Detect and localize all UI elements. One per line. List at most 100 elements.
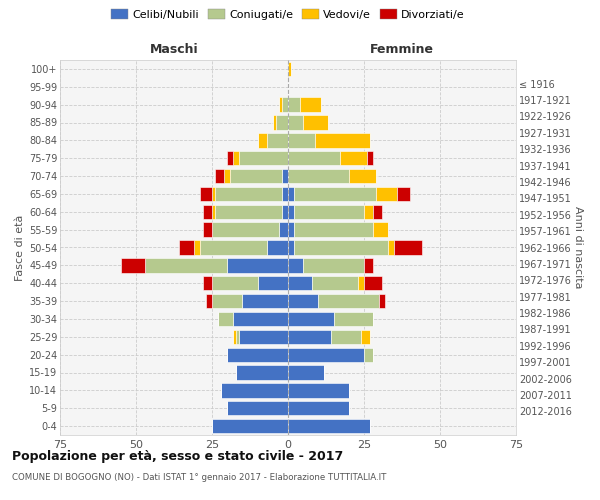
Bar bbox=[288, 222, 294, 237]
Bar bbox=[242, 294, 288, 308]
Bar bbox=[364, 276, 382, 290]
Bar bbox=[288, 348, 364, 362]
Bar bbox=[212, 276, 257, 290]
Bar bbox=[288, 383, 349, 398]
Bar bbox=[303, 116, 328, 130]
Bar bbox=[288, 258, 303, 272]
Text: Popolazione per età, sesso e stato civile - 2017: Popolazione per età, sesso e stato civil… bbox=[12, 450, 343, 463]
Bar bbox=[379, 294, 385, 308]
Bar bbox=[294, 222, 373, 237]
Y-axis label: Fasce di età: Fasce di età bbox=[14, 214, 25, 280]
Bar bbox=[288, 187, 294, 201]
Bar bbox=[288, 276, 313, 290]
Bar bbox=[288, 151, 340, 166]
Bar bbox=[364, 258, 373, 272]
Bar bbox=[367, 151, 373, 166]
Bar bbox=[303, 258, 364, 272]
Bar bbox=[215, 169, 224, 183]
Bar bbox=[276, 116, 288, 130]
Bar bbox=[294, 187, 376, 201]
Bar bbox=[233, 330, 236, 344]
Bar bbox=[236, 366, 288, 380]
Bar bbox=[236, 330, 239, 344]
Bar bbox=[373, 222, 388, 237]
Bar bbox=[373, 204, 382, 219]
Bar bbox=[288, 401, 349, 415]
Bar bbox=[218, 312, 233, 326]
Bar bbox=[358, 276, 364, 290]
Bar bbox=[212, 222, 279, 237]
Bar bbox=[316, 133, 370, 148]
Bar bbox=[364, 204, 373, 219]
Bar bbox=[294, 204, 364, 219]
Bar bbox=[273, 116, 276, 130]
Bar bbox=[203, 204, 212, 219]
Bar bbox=[288, 312, 334, 326]
Bar bbox=[212, 419, 288, 433]
Bar bbox=[294, 240, 388, 254]
Bar bbox=[300, 98, 322, 112]
Y-axis label: Anni di nascita: Anni di nascita bbox=[573, 206, 583, 289]
Bar bbox=[319, 294, 379, 308]
Bar bbox=[288, 240, 294, 254]
Bar bbox=[200, 240, 267, 254]
Bar bbox=[215, 187, 282, 201]
Bar bbox=[206, 294, 212, 308]
Bar bbox=[282, 98, 288, 112]
Text: Femmine: Femmine bbox=[370, 44, 434, 57]
Bar bbox=[257, 133, 267, 148]
Bar bbox=[288, 294, 319, 308]
Bar bbox=[203, 276, 212, 290]
Bar bbox=[288, 116, 303, 130]
Bar bbox=[288, 169, 349, 183]
Bar bbox=[227, 401, 288, 415]
Bar bbox=[282, 169, 288, 183]
Bar bbox=[194, 240, 200, 254]
Bar bbox=[340, 151, 367, 166]
Bar bbox=[397, 187, 410, 201]
Bar bbox=[221, 383, 288, 398]
Bar bbox=[227, 151, 233, 166]
Bar bbox=[288, 366, 325, 380]
Bar bbox=[288, 133, 316, 148]
Bar bbox=[388, 240, 394, 254]
Bar bbox=[121, 258, 145, 272]
Bar bbox=[288, 330, 331, 344]
Bar bbox=[227, 348, 288, 362]
Bar bbox=[376, 187, 397, 201]
Bar bbox=[279, 222, 288, 237]
Bar bbox=[349, 169, 376, 183]
Bar bbox=[239, 151, 288, 166]
Bar bbox=[364, 348, 373, 362]
Bar bbox=[230, 169, 282, 183]
Bar bbox=[239, 330, 288, 344]
Bar bbox=[288, 98, 300, 112]
Bar bbox=[288, 204, 294, 219]
Bar bbox=[331, 330, 361, 344]
Bar bbox=[200, 187, 212, 201]
Bar bbox=[279, 98, 282, 112]
Bar bbox=[288, 62, 291, 76]
Bar bbox=[179, 240, 194, 254]
Bar bbox=[282, 187, 288, 201]
Bar bbox=[203, 222, 212, 237]
Bar bbox=[257, 276, 288, 290]
Bar bbox=[267, 133, 288, 148]
Bar bbox=[233, 151, 239, 166]
Bar bbox=[267, 240, 288, 254]
Bar bbox=[282, 204, 288, 219]
Text: Maschi: Maschi bbox=[149, 44, 199, 57]
Bar bbox=[288, 419, 370, 433]
Bar bbox=[227, 258, 288, 272]
Bar bbox=[361, 330, 370, 344]
Legend: Celibi/Nubili, Coniugati/e, Vedovi/e, Divorziati/e: Celibi/Nubili, Coniugati/e, Vedovi/e, Di… bbox=[107, 5, 469, 24]
Bar bbox=[212, 187, 215, 201]
Bar bbox=[394, 240, 422, 254]
Bar bbox=[233, 312, 288, 326]
Bar bbox=[212, 294, 242, 308]
Bar bbox=[215, 204, 282, 219]
Bar bbox=[145, 258, 227, 272]
Bar bbox=[313, 276, 358, 290]
Bar bbox=[334, 312, 373, 326]
Text: COMUNE DI BOGOGNO (NO) - Dati ISTAT 1° gennaio 2017 - Elaborazione TUTTITALIA.IT: COMUNE DI BOGOGNO (NO) - Dati ISTAT 1° g… bbox=[12, 472, 386, 482]
